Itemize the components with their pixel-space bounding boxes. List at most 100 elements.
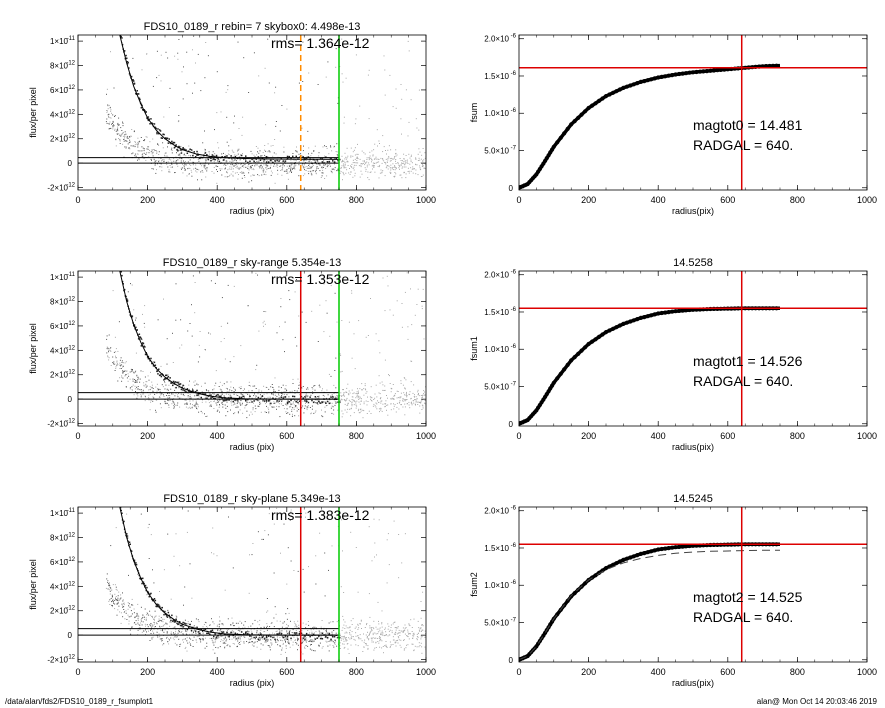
scatter-point <box>403 161 405 163</box>
scatter-point <box>285 647 287 649</box>
scatter-point <box>410 99 412 101</box>
scatter-point <box>417 174 419 176</box>
scatter-point <box>206 642 208 644</box>
scatter-point <box>311 173 313 175</box>
scatter-point <box>152 630 154 632</box>
scatter-point <box>281 635 283 637</box>
scatter-point <box>390 149 392 151</box>
scatter-point <box>296 410 298 412</box>
scatter-point <box>408 623 410 625</box>
scatter-point <box>327 164 329 166</box>
scatter-point <box>328 373 330 375</box>
scatter-point <box>340 399 342 401</box>
scatter-point <box>420 400 422 402</box>
scatter-point <box>422 629 424 631</box>
scatter-point <box>311 649 313 651</box>
scatter-point <box>296 400 298 402</box>
scatter-point <box>167 399 168 401</box>
scatter-point <box>398 164 400 166</box>
scatter-point <box>175 630 177 632</box>
scatter-point <box>346 161 348 163</box>
scatter-point <box>107 580 109 581</box>
scatter-point <box>232 175 234 177</box>
scatter-point <box>183 387 185 388</box>
scatter-point <box>236 154 238 156</box>
scatter-point <box>142 155 144 157</box>
scatter-point <box>358 165 360 167</box>
scatter-point <box>223 338 225 339</box>
scatter-point <box>388 564 390 566</box>
scatter-point <box>422 394 423 396</box>
profile-point <box>326 161 329 163</box>
scatter-point <box>159 393 161 395</box>
scatter-point <box>110 347 112 349</box>
scatter-point <box>416 304 418 305</box>
scatter-point <box>387 285 389 287</box>
scatter-point <box>274 406 276 408</box>
scatter-point <box>179 631 181 633</box>
scatter-point <box>412 643 414 645</box>
scatter-point <box>167 374 169 376</box>
scatter-point <box>414 168 415 170</box>
scatter-point <box>188 167 190 169</box>
scatter-point <box>170 637 172 639</box>
scatter-point <box>303 591 305 593</box>
scatter-point <box>189 633 191 635</box>
scatter-point <box>205 401 207 403</box>
scatter-point <box>287 547 289 549</box>
scatter-point <box>161 170 163 172</box>
scatter-point <box>334 160 336 162</box>
scatter-point <box>225 387 227 389</box>
scatter-point <box>187 510 189 512</box>
scatter-point <box>175 156 177 158</box>
scatter-point <box>263 538 264 540</box>
scatter-point <box>266 401 267 403</box>
scatter-point <box>140 370 142 372</box>
scatter-point <box>128 142 130 144</box>
profile-point <box>151 123 154 125</box>
scatter-point <box>389 383 391 384</box>
scatter-point <box>276 405 278 407</box>
scatter-point <box>333 43 335 45</box>
scatter-point <box>317 401 319 403</box>
scatter-point <box>251 641 253 643</box>
scatter-point <box>268 150 270 152</box>
scatter-point <box>311 639 313 641</box>
scatter-point <box>113 351 115 353</box>
scatter-point <box>221 384 223 386</box>
scatter-point <box>276 408 277 410</box>
scatter-point <box>256 154 258 156</box>
scatter-point <box>273 403 275 404</box>
scatter-point <box>351 290 353 292</box>
scatter-point <box>239 403 241 405</box>
curve-point <box>519 184 523 190</box>
scatter-point <box>373 518 375 520</box>
scatter-point <box>325 164 327 166</box>
scatter-point <box>219 620 221 622</box>
scatter-point <box>226 116 228 118</box>
scatter-point <box>214 282 216 284</box>
scatter-point <box>386 404 388 406</box>
scatter-point <box>153 632 155 634</box>
scatter-point <box>198 635 200 637</box>
profile-point <box>151 122 153 124</box>
scatter-point <box>313 628 315 630</box>
scatter-point <box>137 614 139 616</box>
scatter-point <box>417 636 419 638</box>
scatter-point <box>176 644 178 646</box>
scatter-point <box>378 159 380 160</box>
scatter-point <box>205 159 207 161</box>
scatter-point <box>159 638 161 640</box>
scatter-point <box>407 163 409 164</box>
scatter-point <box>396 154 398 156</box>
scatter-point <box>198 396 200 398</box>
scatter-point <box>205 160 207 162</box>
scatter-point <box>166 155 168 157</box>
scatter-point <box>403 648 405 650</box>
scatter-point <box>195 632 197 634</box>
scatter-point <box>154 393 156 395</box>
profile-point <box>149 360 151 362</box>
scatter-point <box>251 153 253 155</box>
scatter-point <box>374 647 376 649</box>
scatter-point <box>365 170 367 172</box>
